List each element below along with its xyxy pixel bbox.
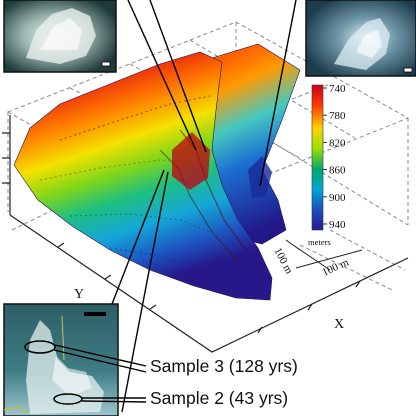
east-chimney-cluster <box>248 156 272 198</box>
photo-scale-bar <box>101 61 111 67</box>
colorbar-tick-label: 740 <box>329 83 346 95</box>
colorbar-tick-label: 900 <box>329 192 346 204</box>
colorbar-tick-label: 940 <box>329 219 346 231</box>
colorbar-unit-label: meters <box>308 237 331 247</box>
colorbar-tick-label: 860 <box>329 165 346 177</box>
scale-label-vertical: 100 m <box>271 246 295 277</box>
pointer-lines <box>53 0 297 413</box>
colorbar-ramp <box>311 84 324 231</box>
inset-photo-bottom-left <box>3 303 119 416</box>
bathymetry-surface-main <box>13 51 273 301</box>
depth-colorbar: 740 780 820 860 900 940 meters <box>308 83 346 247</box>
colorbar-tick-label: 780 <box>329 110 346 122</box>
axis-edges <box>2 115 409 353</box>
colorbar-tick-label: 820 <box>329 137 346 149</box>
sample-3-marker <box>24 340 56 354</box>
x-axis-label: X <box>334 317 344 332</box>
scale-annotations <box>285 239 363 271</box>
sample-3-label: Sample 3 (128 yrs) <box>150 356 298 376</box>
inset-photo-top-right <box>305 0 416 77</box>
sample-2-label: Sample 2 (43 yrs) <box>150 388 288 408</box>
photo-scale-bar <box>84 312 106 316</box>
inset-photo-top-left <box>3 0 117 73</box>
sample-2-marker <box>53 393 83 405</box>
vent-mound <box>172 132 210 190</box>
y-axis-label: Y <box>74 287 84 302</box>
photo-scale-bar <box>403 67 413 73</box>
